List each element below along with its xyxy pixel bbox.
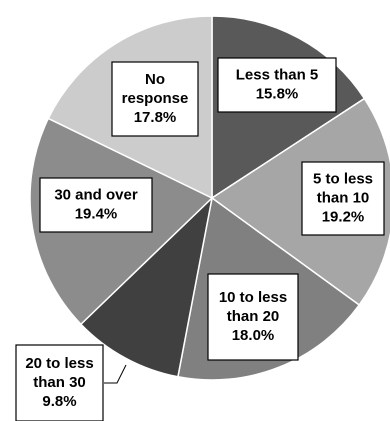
data-label-box-30-and-over [39, 177, 153, 233]
data-label-line-20-to-less-than-30-1: than 30 [33, 374, 86, 391]
data-label-line-less-than-5-0: Less than 5 [236, 66, 319, 83]
data-label-10-to-less-than-20: 10 to less than 20 18.0% [219, 289, 287, 344]
data-label-box-5-to-less-than-10 [301, 161, 385, 236]
data-label-no-response: No response 17.8% [122, 71, 189, 126]
data-label-line-no-response-0: No [145, 71, 165, 88]
data-label-20-to-less-than-30: 20 to less than 30 9.8% [25, 355, 93, 410]
data-label-box-10-to-less-than-20 [207, 273, 299, 361]
data-label-line-10-to-less-than-20-2: 18.0% [232, 327, 275, 344]
data-label-box-20-to-less-than-30 [15, 344, 104, 421]
data-label-line-20-to-less-than-30-0: 20 to less [25, 355, 93, 372]
data-label-line-5-to-less-than-10-0: 5 to less [313, 170, 373, 187]
data-label-5-to-less-than-10: 5 to less than 10 19.2% [313, 170, 373, 225]
data-label-line-30-and-over-1: 19.4% [75, 205, 118, 222]
pie-slice-5-to-less-than-10 [210, 97, 390, 307]
data-label-line-20-to-less-than-30-2: 9.8% [42, 393, 76, 410]
data-label-box-no-response [111, 61, 199, 137]
data-label-line-less-than-5-1: 15.8% [256, 85, 299, 102]
leader-line-20-to-less-than-30 [104, 364, 127, 384]
data-label-line-5-to-less-than-10-1: than 10 [317, 189, 370, 206]
data-label-line-10-to-less-than-20-1: than 20 [227, 308, 280, 325]
data-label-line-10-to-less-than-20-0: 10 to less [219, 289, 287, 306]
pie-slice-20-to-less-than-30 [79, 195, 214, 378]
data-label-30-and-over: 30 and over 19.4% [54, 186, 138, 222]
data-label-line-no-response-1: response [122, 90, 189, 107]
data-label-box-less-than-5 [217, 57, 337, 113]
data-label-line-30-and-over-0: 30 and over [54, 186, 138, 203]
data-label-less-than-5: Less than 5 15.8% [236, 66, 319, 102]
data-label-line-no-response-2: 17.8% [134, 109, 177, 126]
data-label-line-5-to-less-than-10-2: 19.2% [322, 208, 365, 225]
